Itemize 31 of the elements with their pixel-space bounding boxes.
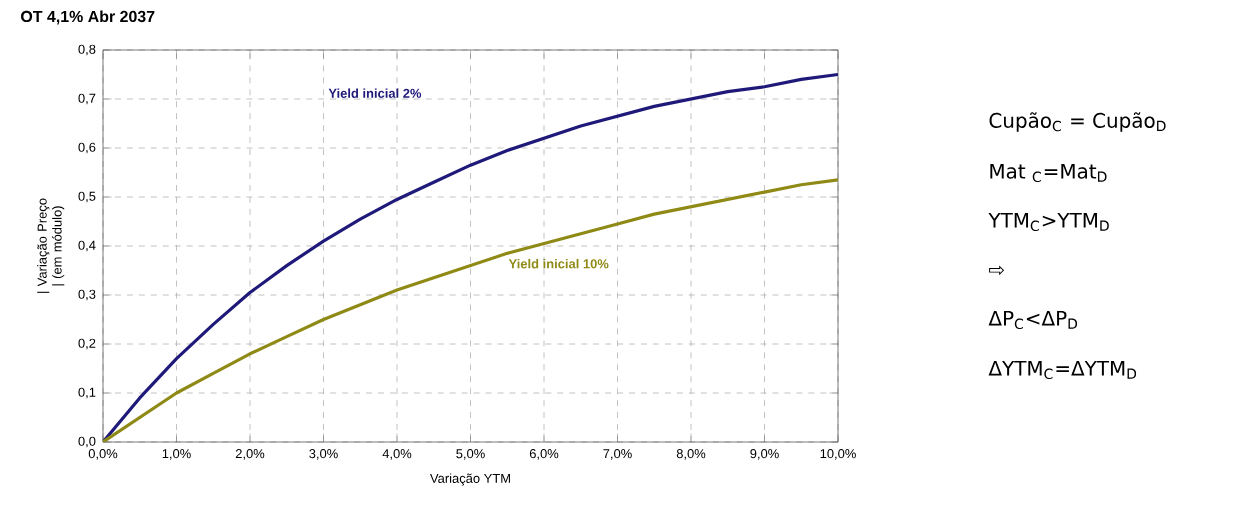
text: Mat $_{C}$=Mat$_{D}$ — [990, 163, 1107, 183]
text: ΔYTM$_{C}$=ΔYTM$_{D}$ — [988, 360, 1137, 380]
x-tick-label: 6,0% — [529, 449, 559, 460]
y-tick-label: 0,8 — [78, 44, 96, 56]
text: YTM$_{C}$>YTM$_{D}$ — [988, 212, 1109, 232]
y-tick-label: 0,3 — [78, 289, 96, 301]
chart-title: OT 4,1% Abr 2037 — [21, 10, 155, 25]
x-tick-label: 3,0% — [309, 449, 338, 460]
annotation: Yield inicial 2% — [328, 88, 422, 98]
y-tick-label: 0,0 — [78, 436, 96, 448]
y-axis-title: | Variação Preço | (em módulo) — [37, 198, 65, 293]
x-tick-label: 5,0% — [456, 449, 485, 460]
x-tick-label: 1,0% — [162, 449, 191, 460]
text: Cupão$_{C}$ = Cupão$_{D}$ — [989, 112, 1166, 132]
x-axis-title: Variação YTM — [430, 473, 510, 486]
y-tick-label: 0,4 — [78, 240, 96, 252]
y-tick-label: 0,5 — [78, 191, 96, 203]
text: ΔP$_{C}$<ΔP$_{D}$ — [988, 310, 1078, 330]
x-tick-label: 8,0% — [676, 449, 706, 460]
x-tick-label: 10,0% — [820, 449, 856, 460]
y-tick-label: 0,6 — [78, 142, 96, 154]
x-tick-label: 9,0% — [750, 449, 779, 460]
y-tick-label: 0,7 — [78, 93, 96, 105]
text: ⇨ — [989, 265, 1005, 276]
y-tick-label: 0,1 — [78, 387, 96, 399]
annotation: Yield inicial 10% — [508, 258, 609, 269]
x-tick-label: 2,0% — [235, 449, 265, 460]
x-tick-label: 0,0% — [88, 449, 118, 460]
x-tick-label: 4,0% — [382, 449, 412, 460]
y-tick-label: 0,2 — [78, 338, 96, 350]
x-tick-label: 7,0% — [603, 449, 632, 460]
